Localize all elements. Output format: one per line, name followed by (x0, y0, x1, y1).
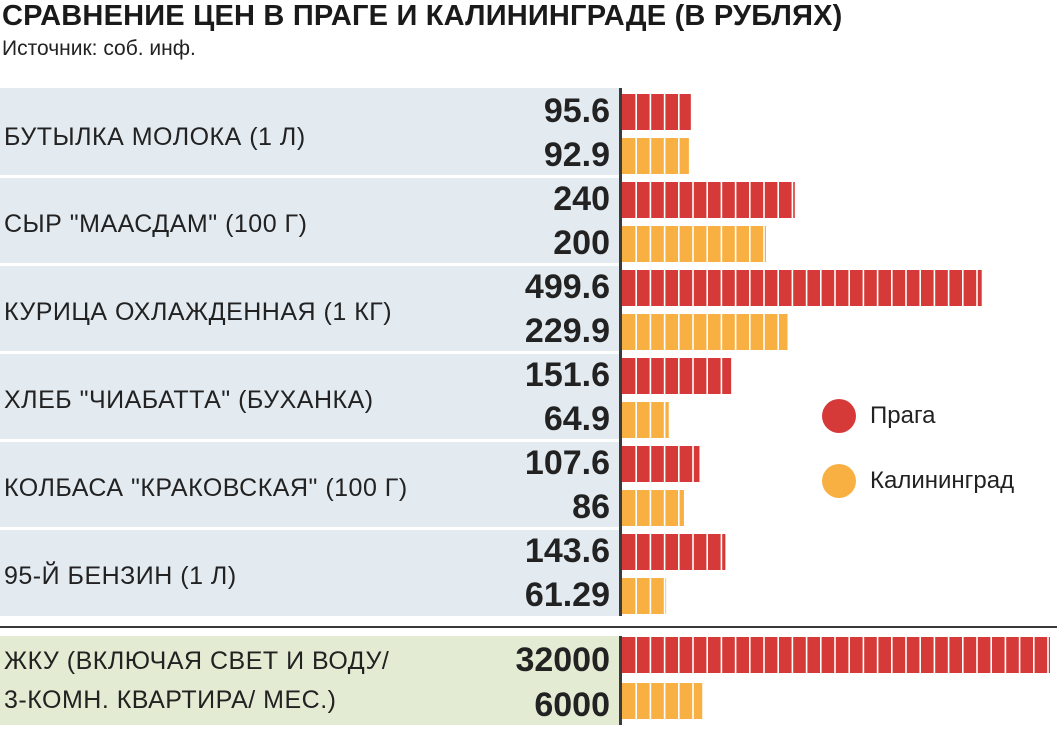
legend-dot-prague (822, 399, 856, 433)
category-label: ХЛЕБ "ЧИАБАТТА" (БУХАНКА) (4, 386, 374, 414)
category-label: БУТЫЛКА МОЛОКА (1 Л) (4, 123, 306, 151)
category-label: 95-Й БЕНЗИН (1 Л) (4, 562, 237, 590)
bar-prague (622, 446, 700, 482)
legend-label: Калининград (870, 467, 1015, 494)
category-label: КОЛБАСА "КРАКОВСКАЯ" (100 Г) (4, 474, 408, 502)
section-divider (0, 626, 1057, 628)
bar-prague-fill (622, 182, 795, 218)
category-label: КУРИЦА ОХЛАЖДЕННАЯ (1 КГ) (4, 298, 393, 326)
category-label: СЫР "МААСДАМ" (100 Г) (4, 210, 308, 238)
bar-kaliningrad-fill (622, 578, 667, 614)
bar-prague-housing-fill (622, 637, 1050, 673)
bar-prague (622, 534, 726, 570)
value-label-kaliningrad: 64.9 (543, 400, 610, 438)
bar-kaliningrad-fill (622, 314, 788, 350)
value-label-prague: 32000 (515, 641, 610, 679)
row-background (0, 178, 619, 263)
bar-kaliningrad-fill (622, 402, 669, 438)
bar-prague (622, 182, 795, 218)
value-label-kaliningrad: 229.9 (524, 312, 610, 350)
bar-kaliningrad-fill (622, 490, 684, 526)
value-label-prague: 240 (553, 180, 610, 218)
value-label-prague: 499.6 (524, 268, 610, 306)
bar-kaliningrad (622, 138, 689, 174)
row-background (0, 354, 619, 439)
housing-label-line: 3-КОМН. КВАРТИРА/ МЕС.) (4, 686, 337, 714)
row-background (0, 266, 619, 351)
bar-kaliningrad-fill (622, 138, 689, 174)
legend-dot-kaliningrad (822, 464, 856, 498)
row-background (0, 530, 619, 616)
bar-axis (619, 88, 622, 616)
row-background (0, 442, 619, 527)
bar-kaliningrad (622, 402, 669, 438)
bar-prague (622, 270, 982, 306)
value-label-prague: 143.6 (524, 532, 610, 570)
bar-prague-fill (622, 446, 700, 482)
bar-kaliningrad (622, 314, 788, 350)
bar-kaliningrad (622, 226, 766, 262)
bar-prague-fill (622, 534, 726, 570)
value-label-kaliningrad: 61.29 (524, 576, 610, 614)
bar-prague (622, 94, 691, 130)
legend-item-kaliningrad: Калининград (822, 464, 1015, 498)
value-label-kaliningrad: 200 (553, 224, 610, 262)
chart-title: СРАВНЕНИЕ ЦЕН В ПРАГЕ И КАЛИНИНГРАДЕ (В … (2, 0, 843, 32)
bar-kaliningrad (622, 490, 684, 526)
value-label-prague: 151.6 (524, 356, 610, 394)
value-label-kaliningrad: 92.9 (543, 136, 610, 174)
bar-kaliningrad-fill (622, 226, 766, 262)
legend-item-prague: Прага (822, 399, 936, 433)
housing-label-line: ЖКУ (ВКЛЮЧАЯ СВЕТ И ВОДУ/ (4, 647, 390, 675)
value-label-kaliningrad: 86 (572, 488, 610, 526)
bar-prague-fill (622, 358, 732, 394)
value-label-prague: 107.6 (524, 444, 610, 482)
chart-source: Источник: соб. инф. (2, 37, 196, 60)
legend-label: Прага (870, 402, 936, 429)
housing-row-background (0, 636, 619, 725)
value-label-kaliningrad: 6000 (534, 686, 610, 724)
bar-kaliningrad-housing-fill (622, 683, 703, 719)
value-label-prague: 95.6 (543, 92, 610, 130)
bar-axis (619, 636, 622, 725)
bar-kaliningrad (622, 578, 667, 614)
bar-prague-fill (622, 94, 691, 130)
bar-kaliningrad-housing (622, 683, 703, 719)
bar-prague (622, 358, 732, 394)
bar-prague-fill (622, 270, 982, 306)
bar-prague-housing (622, 637, 1050, 673)
row-background (0, 88, 619, 175)
